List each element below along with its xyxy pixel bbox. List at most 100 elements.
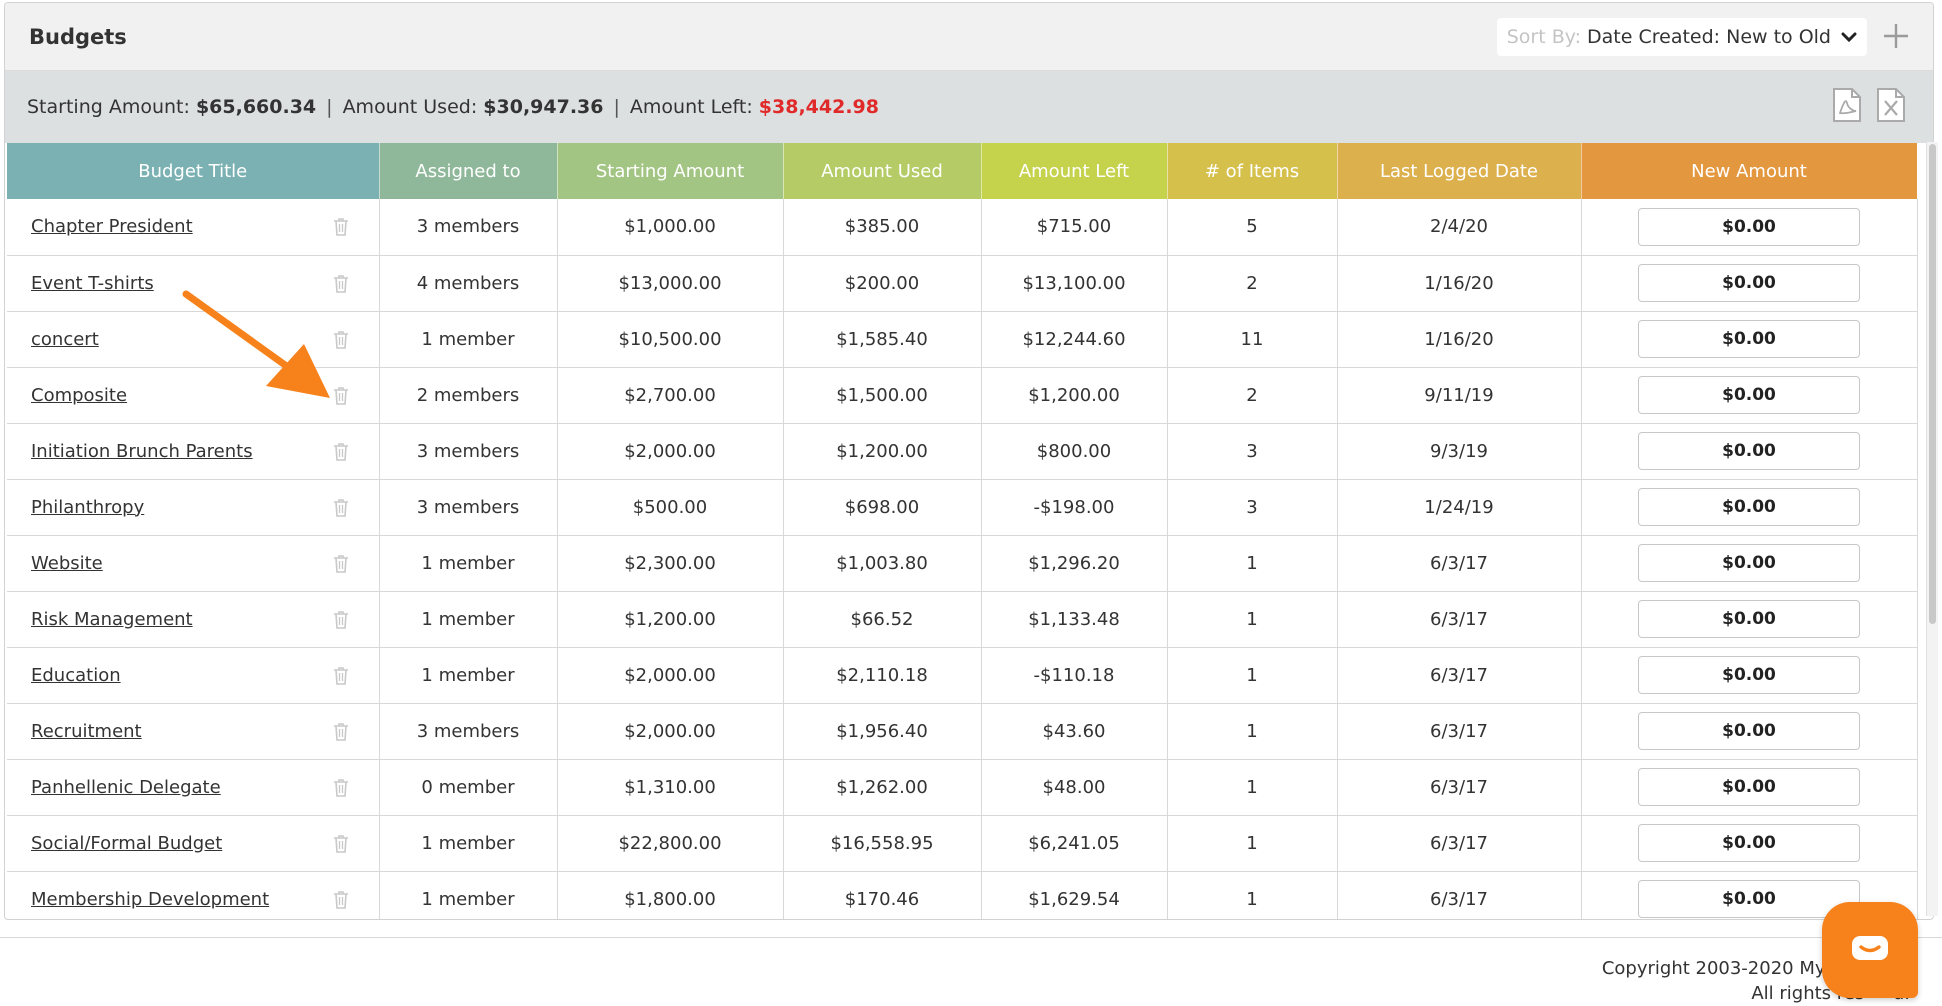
column-header-new-amount[interactable]: New Amount — [1581, 143, 1918, 199]
budget-title-cell: Chapter President — [7, 199, 380, 256]
table-row: Education 1 member $2,000.00 $2,110.18 -$110… — [7, 647, 1918, 704]
budget-title-cell: concert — [7, 311, 380, 368]
trash-icon[interactable] — [333, 330, 349, 350]
budget-title-cell: Website — [7, 535, 380, 592]
trash-icon[interactable] — [333, 217, 349, 237]
new-amount-input[interactable] — [1638, 880, 1860, 918]
amount-left-cell: $1,133.48 — [981, 591, 1168, 648]
starting-amount-cell: $500.00 — [557, 479, 784, 536]
scrollbar-thumb[interactable] — [1929, 144, 1936, 624]
amount-left-cell: $1,200.00 — [981, 367, 1168, 424]
assigned-to-cell: 1 member — [379, 535, 558, 592]
scrollbar[interactable] — [1926, 142, 1938, 916]
starting-amount-cell: $1,000.00 — [557, 199, 784, 256]
trash-icon[interactable] — [333, 778, 349, 798]
separator: | — [326, 96, 333, 118]
assigned-to-cell: 0 member — [379, 759, 558, 816]
new-amount-input[interactable] — [1638, 768, 1860, 806]
new-amount-cell — [1581, 815, 1918, 872]
amount-used-label: Amount Used: — [342, 96, 478, 118]
new-amount-cell — [1581, 535, 1918, 592]
amount-left-cell: $48.00 — [981, 759, 1168, 816]
assigned-to-cell: 1 member — [379, 591, 558, 648]
page-title: Budgets — [29, 24, 127, 49]
new-amount-input[interactable] — [1638, 207, 1860, 246]
trash-icon[interactable] — [333, 274, 349, 294]
column-header-starting-amount[interactable]: Starting Amount — [557, 143, 784, 199]
new-amount-input[interactable] — [1638, 432, 1860, 470]
assigned-to-cell: 1 member — [379, 311, 558, 368]
budget-title-link[interactable]: Chapter President — [31, 216, 193, 238]
chat-icon — [1852, 936, 1888, 960]
new-amount-cell — [1581, 479, 1918, 536]
trash-icon[interactable] — [333, 610, 349, 630]
column-header-amount-left[interactable]: Amount Left — [981, 143, 1168, 199]
amount-left-cell: -$110.18 — [981, 647, 1168, 704]
last-logged-cell: 9/3/19 — [1337, 423, 1582, 480]
new-amount-input[interactable] — [1638, 656, 1860, 694]
last-logged-cell: 6/3/17 — [1337, 535, 1582, 592]
budget-title-link[interactable]: concert — [31, 328, 99, 350]
excel-export-icon[interactable] — [1875, 87, 1907, 123]
items-count-cell: 1 — [1167, 647, 1338, 704]
column-header-last-logged[interactable]: Last Logged Date — [1337, 143, 1582, 199]
budget-title-link[interactable]: Recruitment — [31, 720, 142, 742]
add-budget-button[interactable] — [1879, 19, 1913, 53]
sort-label: Sort By: — [1506, 26, 1582, 48]
trash-icon[interactable] — [333, 666, 349, 686]
trash-icon[interactable] — [333, 386, 349, 406]
table-row: Composite 2 members $2,700.00 $1,500.00 $1,2… — [7, 367, 1918, 424]
new-amount-cell — [1581, 199, 1918, 256]
new-amount-input[interactable] — [1638, 712, 1860, 750]
budget-title-link[interactable]: Composite — [31, 384, 128, 406]
items-count-cell: 2 — [1167, 367, 1338, 424]
trash-icon[interactable] — [333, 554, 349, 574]
footer-divider — [0, 937, 1942, 938]
trash-icon[interactable] — [333, 722, 349, 742]
pdf-export-icon[interactable] — [1831, 87, 1863, 123]
column-header-budget-title[interactable]: Budget Title — [7, 143, 380, 199]
budget-title-link[interactable]: Initiation Brunch Parents — [31, 440, 253, 462]
budgets-table: Budget Title Assigned to Starting Amount… — [7, 143, 1918, 919]
new-amount-input[interactable] — [1638, 824, 1860, 862]
amount-used-cell: $1,200.00 — [783, 423, 982, 480]
trash-icon[interactable] — [333, 498, 349, 518]
new-amount-input[interactable] — [1638, 488, 1860, 526]
amount-used-cell: $698.00 — [783, 479, 982, 536]
trash-icon[interactable] — [333, 834, 349, 854]
assigned-to-cell: 3 members — [379, 703, 558, 760]
items-count-cell: 11 — [1167, 311, 1338, 368]
new-amount-input[interactable] — [1638, 320, 1860, 358]
trash-icon[interactable] — [333, 442, 349, 462]
starting-amount-cell: $1,310.00 — [557, 759, 784, 816]
starting-amount-cell: $1,200.00 — [557, 591, 784, 648]
chat-button[interactable] — [1822, 902, 1918, 998]
panel-header: Budgets Sort By: Date Created: New to Ol… — [5, 3, 1933, 71]
amount-left-cell: $12,244.60 — [981, 311, 1168, 368]
column-header-items[interactable]: # of Items — [1167, 143, 1338, 199]
new-amount-input[interactable] — [1638, 600, 1860, 638]
budget-title-link[interactable]: Risk Management — [31, 608, 193, 630]
budget-title-link[interactable]: Education — [31, 664, 121, 686]
amount-left-cell: $715.00 — [981, 199, 1168, 256]
trash-icon[interactable] — [333, 890, 349, 910]
table-row: Chapter President 3 members $1,000.00 $385.… — [7, 199, 1918, 256]
budget-title-link[interactable]: Social/Formal Budget — [31, 832, 223, 854]
budget-title-link[interactable]: Website — [31, 552, 103, 574]
budget-title-link[interactable]: Membership Development — [31, 888, 270, 910]
budget-title-link[interactable]: Panhellenic Delegate — [31, 776, 221, 798]
amount-left-cell: -$198.00 — [981, 479, 1168, 536]
budget-title-link[interactable]: Event T-shirts — [31, 272, 154, 294]
new-amount-input[interactable] — [1638, 264, 1860, 302]
amount-left-cell: $13,100.00 — [981, 255, 1168, 312]
budget-title-link[interactable]: Philanthropy — [31, 496, 145, 518]
table-row: Risk Management 1 member $1,200.00 $66.52 $1… — [7, 591, 1918, 648]
column-header-amount-used[interactable]: Amount Used — [783, 143, 982, 199]
budgets-panel: Budgets Sort By: Date Created: New to Ol… — [4, 2, 1934, 920]
new-amount-input[interactable] — [1638, 544, 1860, 582]
assigned-to-cell: 1 member — [379, 647, 558, 704]
sort-dropdown[interactable]: Sort By: Date Created: New to Old — [1496, 18, 1867, 56]
last-logged-cell: 1/16/20 — [1337, 311, 1582, 368]
column-header-assigned-to[interactable]: Assigned to — [379, 143, 558, 199]
new-amount-input[interactable] — [1638, 376, 1860, 414]
